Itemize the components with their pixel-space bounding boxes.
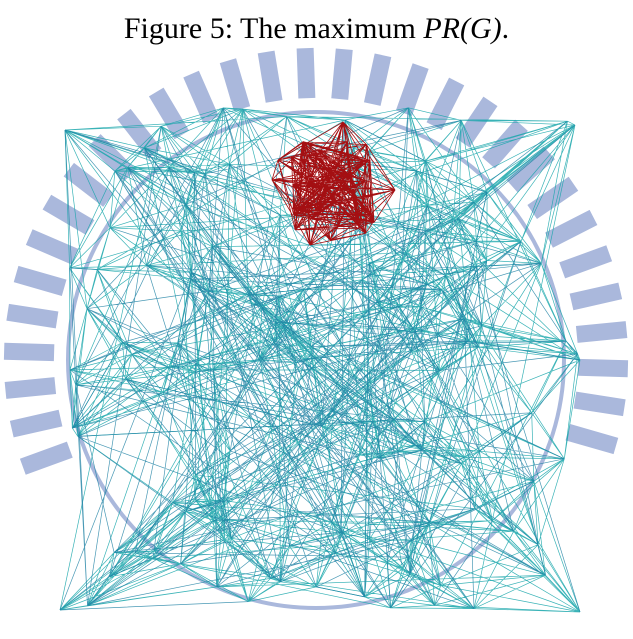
caption-math: PR(G) [423, 12, 501, 45]
graph-drawing [60, 108, 580, 612]
figure [0, 0, 633, 639]
caption-text: The maximum [240, 12, 416, 45]
cluster-edges [272, 122, 395, 245]
caption-label: Figure 5: [124, 12, 233, 45]
caption: Figure 5: The maximum PR(G). [0, 12, 633, 46]
caption-end: . [502, 12, 510, 45]
page: Figure 5: The maximum PR(G). (() => { co… [0, 0, 633, 639]
